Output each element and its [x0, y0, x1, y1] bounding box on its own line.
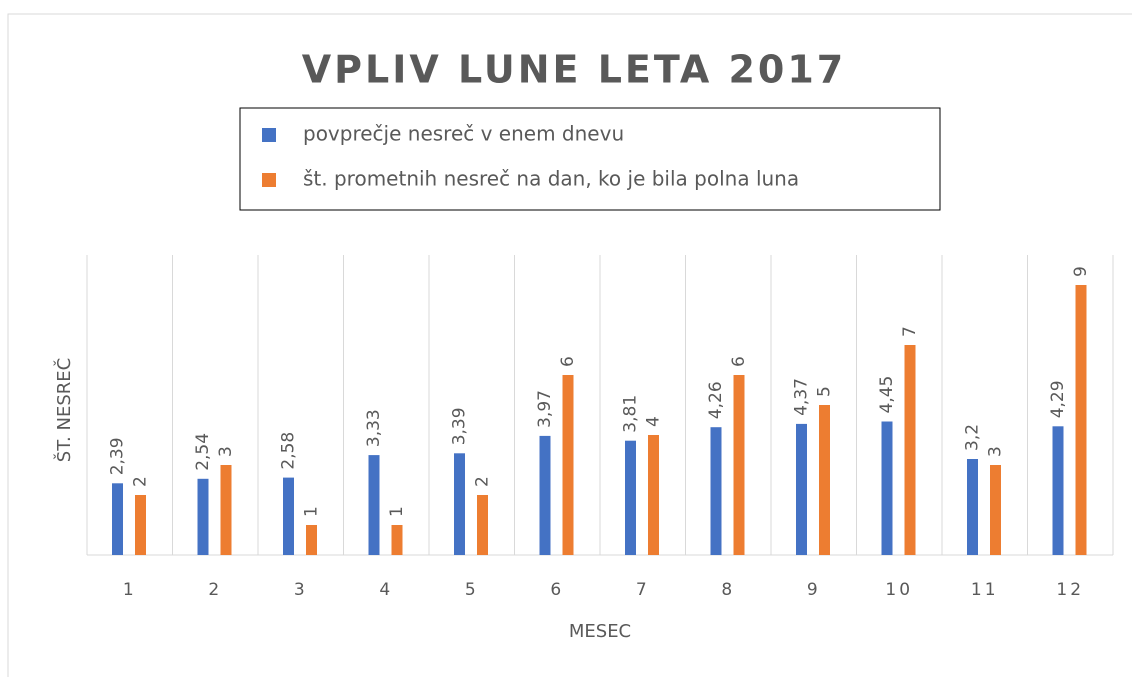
bar [539, 435, 551, 555]
x-tick-label: 10 [885, 580, 913, 600]
data-label: 4,29 [1048, 380, 1068, 418]
chart-title: VPLIV LUNE LETA 2017 [302, 48, 847, 92]
bar [197, 478, 209, 555]
x-tick-label: 11 [971, 580, 999, 600]
data-label: 9 [1071, 266, 1091, 277]
data-label: 3,81 [621, 395, 641, 433]
bar [1075, 285, 1087, 555]
data-label: 4,26 [706, 381, 726, 419]
bar [135, 495, 146, 555]
data-label: 3,33 [364, 409, 384, 447]
legend-swatch [262, 128, 276, 142]
legend-label: št. prometnih nesreč na dan, ko je bila … [303, 167, 799, 191]
bar [733, 375, 745, 555]
x-tick-label: 2 [208, 580, 222, 600]
bar [796, 423, 807, 555]
bar [1052, 426, 1064, 555]
bar [904, 345, 916, 555]
data-label: 2,39 [108, 437, 128, 475]
data-label: 3,2 [963, 424, 983, 451]
bar [454, 453, 465, 555]
y-axis-label: ŠT. NESREČ [53, 358, 75, 462]
data-label: 1 [302, 506, 322, 517]
x-tick-label: 5 [465, 580, 479, 600]
data-label: 2 [473, 476, 493, 487]
legend-label: povprečje nesreč v enem dnevu [303, 122, 624, 146]
data-label: 4,45 [877, 376, 897, 414]
bar [648, 435, 659, 555]
bar [477, 495, 488, 555]
bar [990, 465, 1001, 555]
data-label: 2,54 [193, 433, 213, 471]
bar [306, 525, 317, 555]
data-label: 6 [729, 356, 749, 367]
data-label: 2 [131, 476, 151, 487]
data-label: 7 [900, 326, 920, 337]
x-tick-label: 12 [1056, 580, 1084, 600]
bar [562, 375, 574, 555]
bar [391, 525, 403, 555]
data-label: 2,58 [279, 432, 299, 470]
x-tick-label: 9 [807, 580, 821, 600]
x-axis-label: MESEC [569, 621, 631, 642]
data-label: 3 [986, 446, 1006, 457]
bar [112, 483, 123, 555]
data-label: 3,39 [450, 407, 470, 445]
data-label: 4,37 [792, 378, 812, 416]
x-tick-label: 8 [721, 580, 735, 600]
bar [368, 455, 380, 555]
bar [625, 440, 636, 555]
bar [220, 465, 232, 555]
x-tick-label: 7 [636, 580, 650, 600]
x-tick-label: 6 [550, 580, 564, 600]
x-tick-label: 4 [379, 580, 393, 600]
data-label: 4 [644, 416, 664, 427]
data-label: 3 [216, 446, 236, 457]
bar [967, 459, 978, 555]
data-label: 1 [387, 506, 407, 517]
bar [819, 405, 830, 555]
legend-box [239, 107, 941, 211]
data-label: 3,97 [535, 390, 555, 428]
data-label: 6 [558, 356, 578, 367]
bar [283, 477, 294, 555]
x-tick-label: 1 [123, 580, 137, 600]
x-tick-label: 3 [294, 580, 308, 600]
chart-border [7, 13, 1132, 677]
bar [710, 427, 722, 555]
data-label: 5 [815, 386, 835, 397]
bar [881, 421, 893, 555]
legend-swatch [262, 173, 276, 187]
